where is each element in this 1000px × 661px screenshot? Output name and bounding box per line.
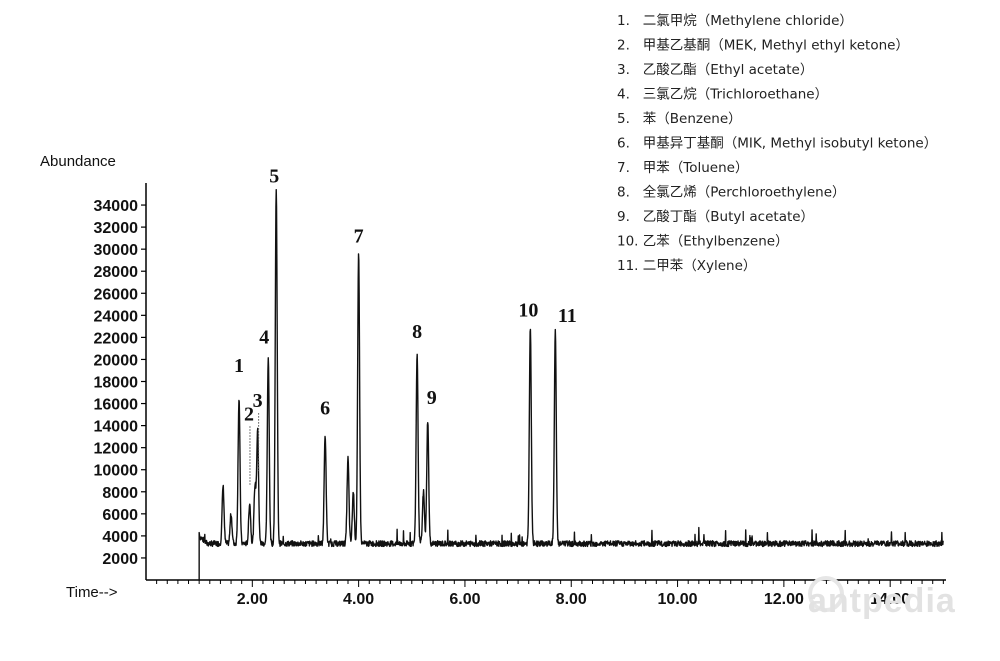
y-axis-label: Abundance [40, 153, 116, 170]
legend-item: 1. 二氯甲烷（Methylene chloride） [617, 13, 853, 29]
x-axis-ticks: 2.00 4.00 6.00 8.00 10.00 12.00 14.00 [156, 580, 944, 608]
y-tick-label: 18000 [94, 375, 139, 392]
y-tick-label: 12000 [94, 441, 139, 458]
y-tick-label: 2000 [102, 551, 138, 568]
legend-item: 2. 甲基乙基酮（MEK, Methyl ethyl ketone） [617, 37, 909, 54]
watermark-logo: antpedia [808, 576, 956, 620]
peak-label-7: 7 [354, 226, 364, 248]
y-tick-label: 16000 [94, 397, 139, 414]
y-tick-label: 6000 [102, 507, 138, 524]
x-tick-label: 14.00 [870, 591, 910, 608]
y-tick-label: 14000 [94, 419, 139, 436]
legend-item: 11. 二甲苯（Xylene） [617, 258, 756, 274]
x-tick-label: 8.00 [556, 591, 587, 608]
legend-item: 3. 乙酸乙酯（Ethyl acetate） [617, 62, 813, 78]
peak-label-5: 5 [269, 166, 279, 188]
legend-item: 7. 甲苯（Toluene） [617, 160, 748, 176]
legend-item: 9. 乙酸丁酯（Butyl acetate） [617, 209, 814, 225]
y-tick-label: 32000 [94, 220, 139, 237]
legend-item: 10. 乙苯（Ethylbenzene） [617, 234, 789, 250]
y-tick-label: 8000 [102, 485, 138, 502]
y-tick-label: 28000 [94, 264, 139, 281]
y-tick-label: 30000 [94, 242, 139, 259]
peak-label-6: 6 [320, 397, 330, 419]
watermark-text: antpedia [808, 582, 956, 620]
y-tick-label: 20000 [94, 352, 139, 369]
legend-item: 6. 甲基异丁基酮（MIK, Methyl isobutyl ketone） [617, 135, 937, 152]
peak-label-8: 8 [412, 321, 422, 343]
peak-label-10: 10 [518, 299, 538, 321]
y-axis-ticks: 2000 4000 6000 8000 10000 12000 14000 16000 1800… [94, 198, 146, 568]
peak-label-4: 4 [259, 326, 269, 348]
peak-label-3: 3 [253, 390, 263, 412]
y-tick-label: 24000 [94, 308, 139, 325]
x-tick-label: 6.00 [449, 591, 480, 608]
y-tick-label: 22000 [94, 330, 139, 347]
legend-item: 5. 苯（Benzene） [617, 111, 742, 127]
legend-item: 4. 三氯乙烷（Trichloroethane） [617, 87, 828, 103]
y-tick-label: 10000 [94, 463, 139, 480]
x-tick-label: 10.00 [658, 591, 698, 608]
peak-label-9: 9 [427, 387, 437, 409]
peak-label-11: 11 [558, 305, 577, 327]
peak-label-2: 2 [244, 403, 254, 425]
peak-label-1: 1 [234, 355, 244, 377]
chromatogram-trace [198, 188, 944, 580]
x-tick-label: 4.00 [343, 591, 374, 608]
y-tick-label: 26000 [94, 286, 139, 303]
legend: 1. 二氯甲烷（Methylene chloride） 2. 甲基乙基酮（MEK,… [617, 13, 937, 274]
x-tick-label: 12.00 [764, 591, 804, 608]
x-axis-label: Time--> [66, 584, 118, 601]
y-tick-label: 34000 [94, 198, 139, 215]
x-tick-label: 2.00 [237, 591, 268, 608]
legend-item: 8. 全氯乙烯（Perchloroethylene） [617, 184, 846, 201]
y-tick-label: 4000 [102, 529, 138, 546]
chromatogram-line [198, 188, 944, 580]
